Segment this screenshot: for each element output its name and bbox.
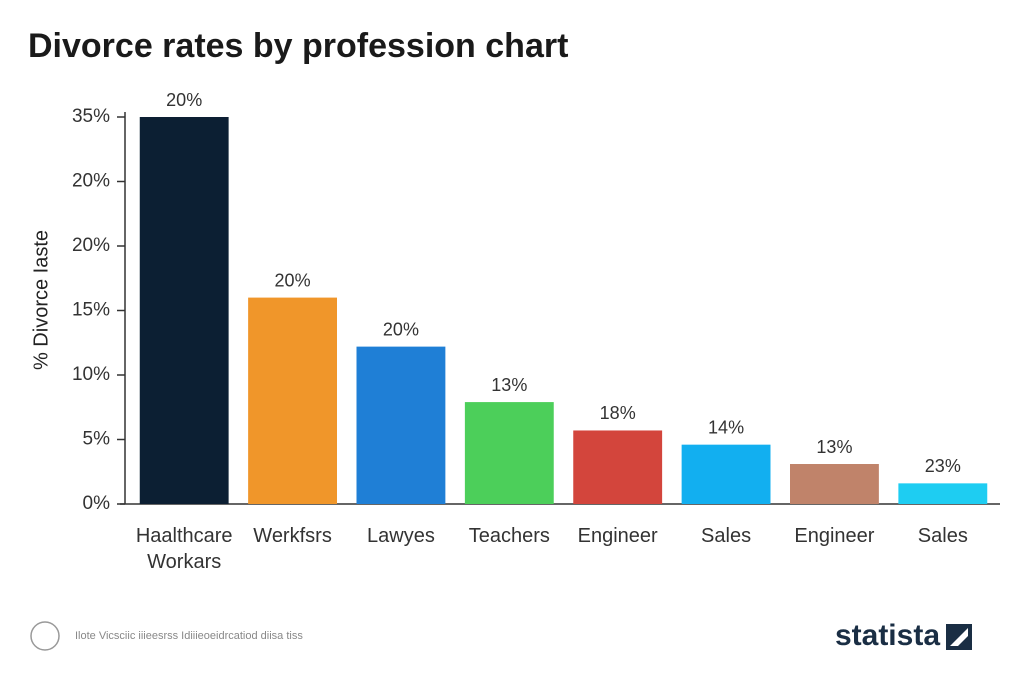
bar-annotation: 23% (925, 456, 961, 476)
y-tick-label: 5% (83, 429, 111, 450)
x-tick-label: Engineer (577, 525, 658, 547)
bar (139, 117, 229, 504)
footer-icon (30, 621, 60, 651)
bar-annotation: 18% (600, 403, 636, 423)
footer-note: Ilote Vicsciic iiieesrss Idiiieoeidrcati… (75, 630, 303, 642)
bar-annotation: 14% (708, 417, 744, 437)
bar (681, 444, 771, 504)
y-tick-label: 0% (83, 493, 111, 514)
bar-annotation: 20% (383, 319, 419, 339)
bar-annotation: 13% (491, 375, 527, 395)
bar (248, 297, 337, 504)
bar (790, 464, 879, 504)
y-tick-label: 10% (72, 364, 110, 385)
y-tick-label: 15% (72, 300, 110, 321)
x-tick-label: Lawyes (367, 525, 435, 547)
bar-annotation: 20% (166, 90, 202, 110)
y-tick-label: 20% (72, 235, 110, 256)
brand: statista (835, 619, 940, 652)
bar-annotation: 13% (816, 437, 852, 457)
bar (573, 430, 663, 504)
chart-title: Divorce rates by profession chart (28, 27, 568, 65)
x-tick-label: Teachers (468, 525, 550, 547)
bar (898, 483, 988, 504)
bar (464, 402, 554, 504)
y-axis-label: % Divorce Iaste (30, 230, 52, 370)
x-tick-label: Sales (917, 525, 968, 547)
x-tick-label: Haalthcare Workars (135, 525, 233, 573)
x-tick-label: Werkfsrs (253, 525, 332, 547)
bar (356, 346, 446, 504)
bar-annotation: 20% (275, 270, 311, 290)
x-tick-label: Sales (701, 525, 752, 547)
y-tick-label: 35% (72, 106, 110, 127)
y-tick-label: 20% (72, 171, 110, 192)
x-tick-label: Engineer (794, 525, 875, 547)
brand-icon-mark (950, 628, 968, 646)
